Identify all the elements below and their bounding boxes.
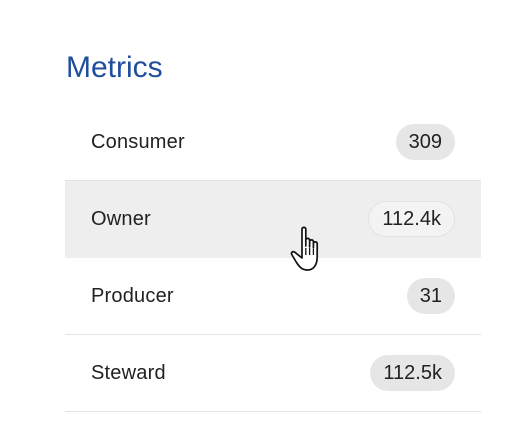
metric-item-steward[interactable]: Steward 112.5k [65, 335, 481, 412]
metric-item-owner[interactable]: Owner 112.4k [65, 181, 481, 258]
metrics-list: Consumer 309 Owner 112.4k Producer 31 St… [65, 104, 481, 412]
metric-label: Producer [91, 284, 174, 307]
metric-item-producer[interactable]: Producer 31 [65, 258, 481, 335]
metric-count-badge: 112.5k [370, 355, 455, 391]
metric-count-badge: 309 [395, 124, 455, 160]
metric-label: Owner [91, 207, 151, 230]
metric-item-consumer[interactable]: Consumer 309 [65, 104, 481, 181]
metric-label: Consumer [91, 130, 185, 153]
metric-count-badge: 112.4k [368, 201, 455, 237]
metric-label: Steward [91, 361, 166, 384]
metrics-title: Metrics [66, 51, 163, 84]
metric-count-badge: 31 [406, 278, 455, 314]
